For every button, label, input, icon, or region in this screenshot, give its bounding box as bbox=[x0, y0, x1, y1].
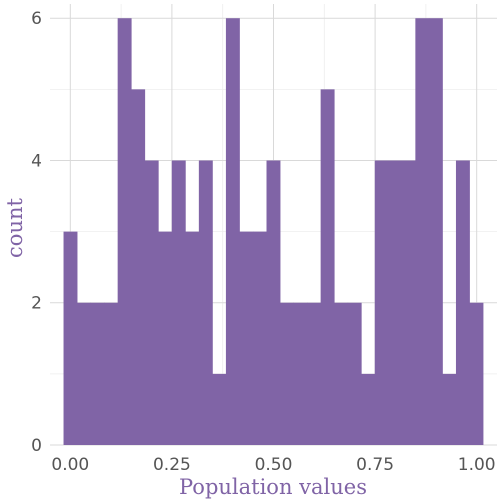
histogram-bar bbox=[320, 89, 335, 446]
histogram-bar bbox=[63, 231, 78, 445]
histogram-bar bbox=[455, 160, 470, 445]
histogram-bar bbox=[144, 160, 159, 445]
histogram-bar bbox=[252, 231, 267, 445]
histogram-bar bbox=[293, 302, 308, 445]
histogram-bar bbox=[266, 160, 281, 445]
histogram-bar bbox=[280, 302, 294, 445]
histogram-bar bbox=[239, 231, 254, 445]
histogram-bar bbox=[469, 302, 484, 445]
histogram-bar bbox=[185, 231, 200, 445]
histogram-bar bbox=[361, 373, 376, 445]
histogram-bar bbox=[77, 302, 91, 445]
histogram-bar bbox=[104, 302, 119, 445]
y-tick-label: 6 bbox=[31, 9, 42, 29]
histogram-bar bbox=[401, 160, 416, 445]
histogram-bar bbox=[225, 18, 240, 446]
x-tick-label: 0.00 bbox=[51, 455, 89, 475]
histogram-bar bbox=[212, 373, 227, 445]
y-axis-title: count bbox=[3, 197, 27, 257]
y-tick-label: 2 bbox=[31, 294, 42, 314]
x-tick-label: 0.75 bbox=[356, 455, 394, 475]
histogram-bar bbox=[117, 18, 132, 446]
histogram-bar bbox=[415, 18, 430, 446]
histogram-bar bbox=[158, 231, 173, 445]
histogram-bar bbox=[388, 160, 403, 445]
histogram-bar bbox=[347, 302, 362, 445]
y-tick-label: 4 bbox=[31, 151, 42, 171]
histogram-bars bbox=[63, 18, 484, 446]
histogram-bar bbox=[307, 302, 322, 445]
x-tick-label: 0.25 bbox=[153, 455, 191, 475]
histogram-bar bbox=[171, 160, 186, 445]
x-tick-label: 0.50 bbox=[255, 455, 293, 475]
y-tick-label: 0 bbox=[31, 436, 42, 456]
histogram-bar bbox=[428, 18, 443, 446]
histogram-bar bbox=[334, 302, 349, 445]
histogram-bar bbox=[90, 302, 105, 445]
y-tick-labels: 0 2 4 6 bbox=[31, 9, 42, 456]
histogram-bar bbox=[198, 160, 213, 445]
x-tick-label: 1.00 bbox=[458, 455, 496, 475]
x-axis-title: Population values bbox=[179, 475, 367, 499]
histogram-bar bbox=[374, 160, 389, 445]
histogram-bar bbox=[131, 89, 146, 446]
x-tick-labels: 0.00 0.25 0.50 0.75 1.00 bbox=[51, 455, 495, 475]
histogram-bar bbox=[442, 373, 457, 445]
